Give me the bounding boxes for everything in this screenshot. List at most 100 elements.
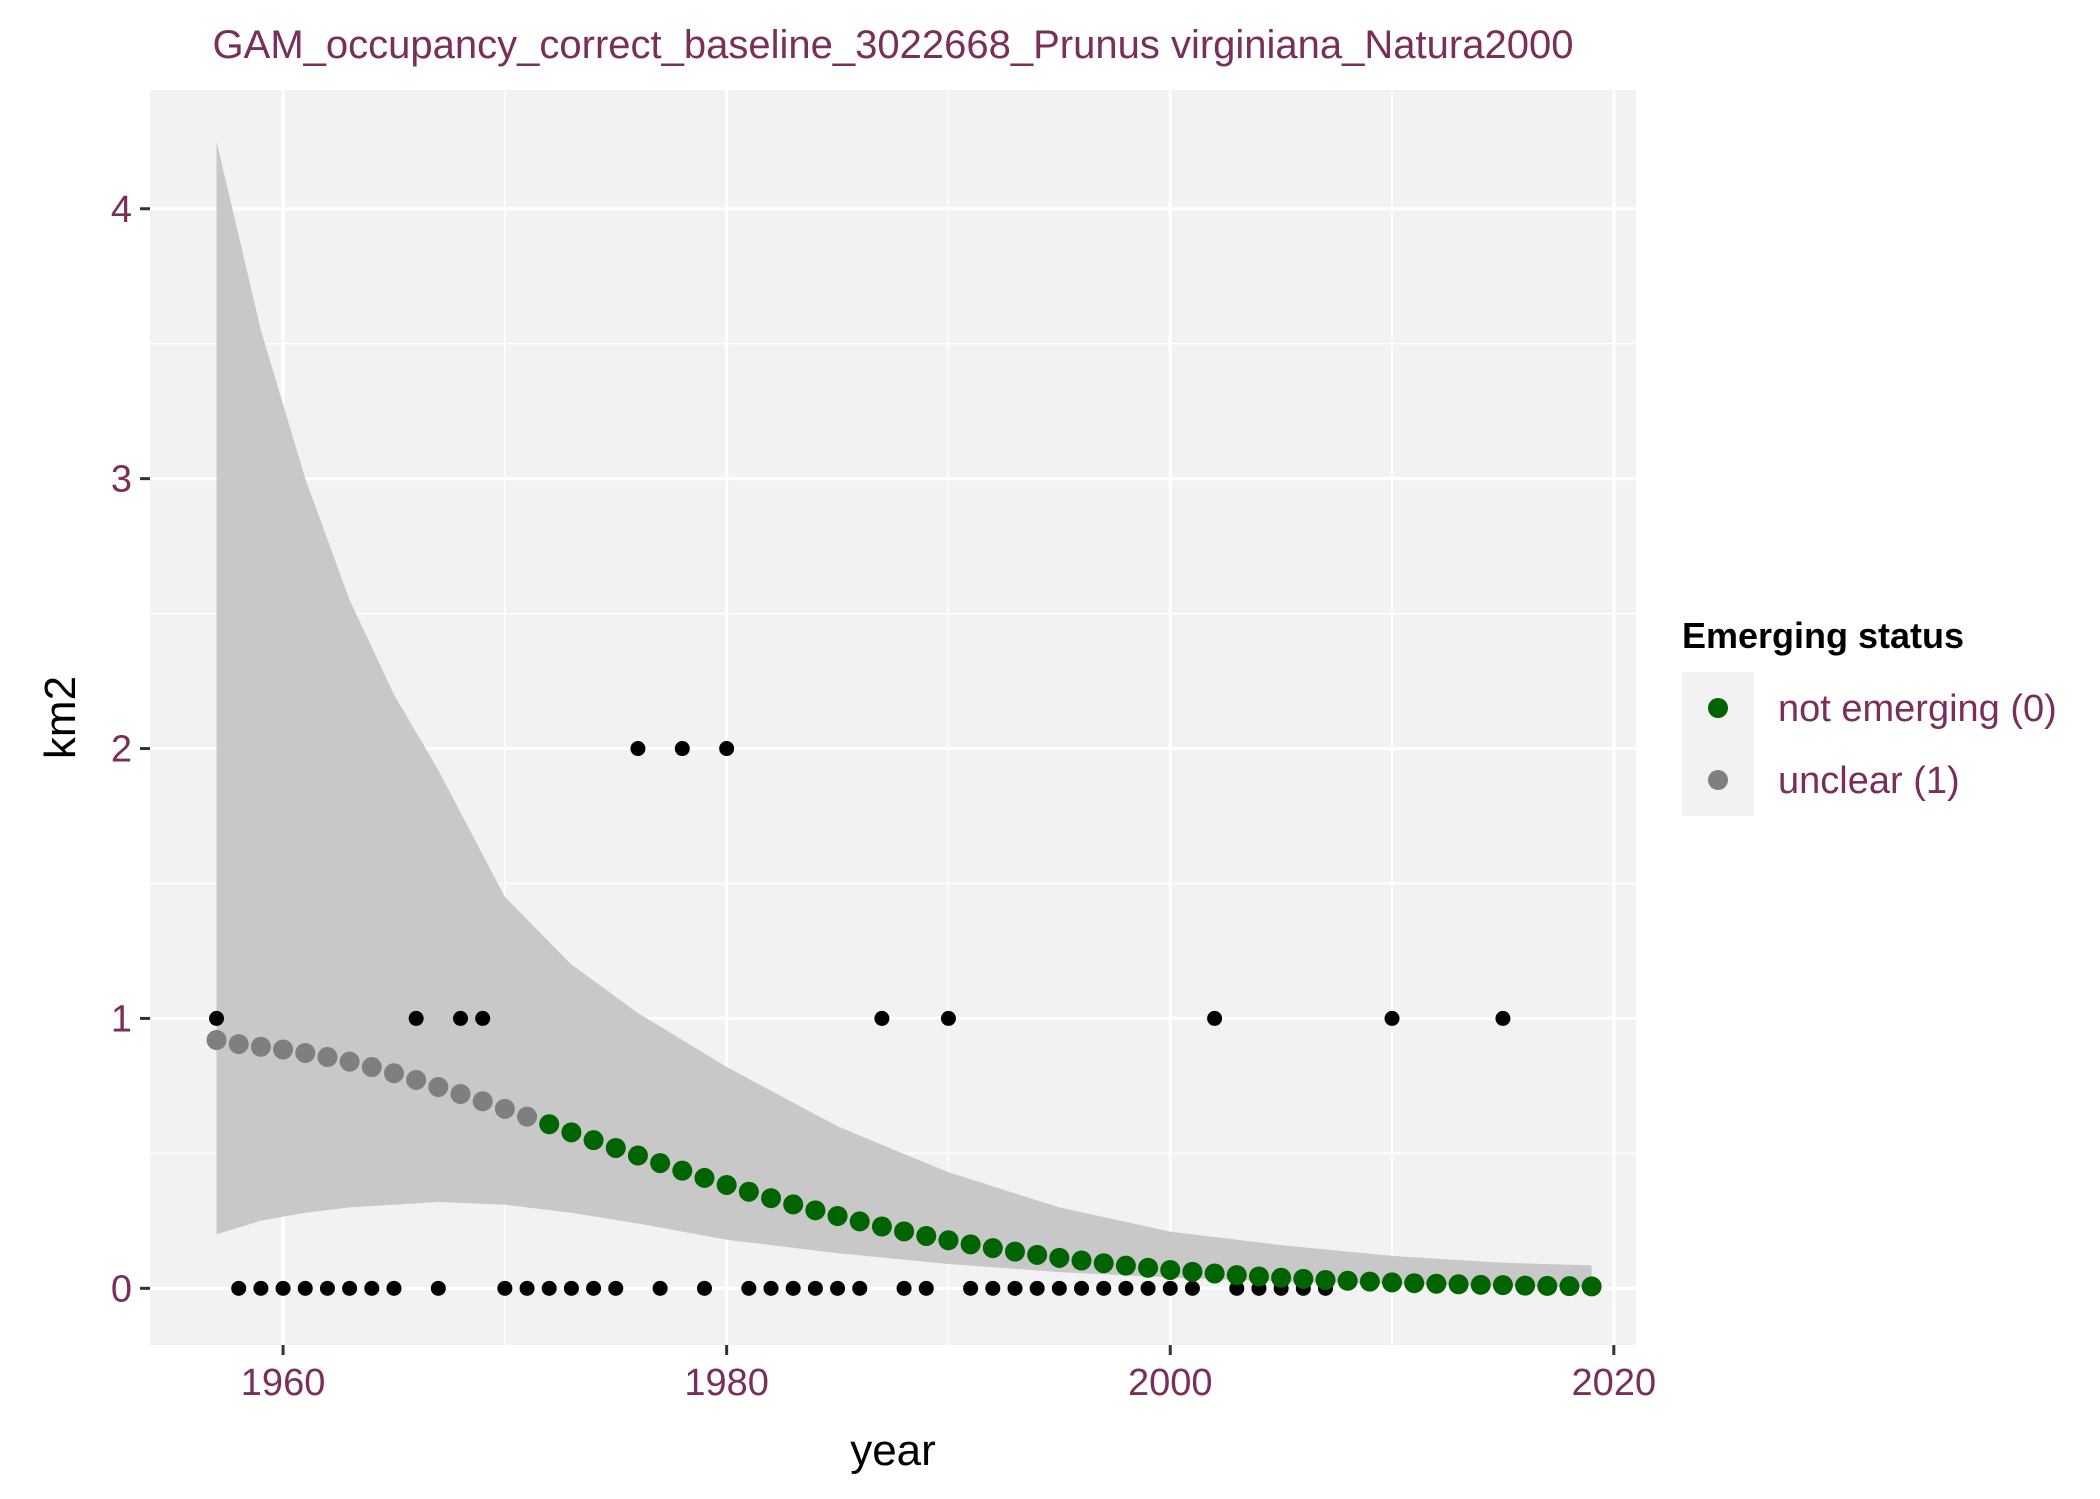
fitted-point [228,1034,249,1055]
observed-point [319,1280,335,1296]
observed-point [1007,1280,1023,1296]
observed-point [497,1280,513,1296]
fitted-point [605,1137,626,1158]
y-tick-label: 0 [111,1268,132,1310]
observed-point [253,1280,269,1296]
observed-point [342,1280,358,1296]
fitted-point [1204,1263,1225,1284]
legend-marker-not-emerging [1708,698,1728,718]
fitted-point [295,1042,316,1063]
y-axis-title: km2 [36,676,85,759]
fitted-point [761,1188,782,1209]
observed-point [563,1280,579,1296]
fitted-point [1426,1273,1447,1294]
observed-point [1140,1280,1156,1296]
fitted-point [938,1230,959,1251]
fitted-point [627,1145,648,1166]
observed-point [719,741,735,757]
fitted-point [960,1234,981,1255]
fitted-point [1160,1259,1181,1280]
observed-point [1184,1280,1200,1296]
observed-point [963,1280,979,1296]
observed-point [541,1280,557,1296]
x-axis: 1960 1980 2000 2020 [241,1345,1656,1404]
fitted-point [849,1211,870,1232]
y-tick-label: 1 [111,998,132,1040]
observed-point [1118,1280,1134,1296]
fitted-point [361,1057,382,1078]
chart-title: GAM_occupancy_correct_baseline_3022668_P… [213,23,1574,67]
fitted-point [1448,1274,1469,1295]
x-tick-label: 1980 [684,1362,769,1404]
fitted-point [494,1098,515,1119]
fitted-point [982,1238,1003,1259]
fitted-point [805,1200,826,1221]
observed-point [297,1280,313,1296]
fitted-point [1293,1268,1314,1289]
fitted-point [250,1036,271,1057]
fitted-point [428,1076,449,1097]
fitted-point [517,1106,538,1127]
observed-point [408,1010,424,1026]
observed-point [630,741,646,757]
x-tick-label: 1960 [241,1362,326,1404]
fitted-point [694,1167,715,1188]
fitted-point [1248,1266,1269,1287]
fitted-point [317,1047,338,1068]
observed-point [918,1280,934,1296]
observed-point [1051,1280,1067,1296]
fitted-point [206,1030,227,1051]
fitted-point [871,1216,892,1237]
fitted-point [1115,1255,1136,1276]
fitted-point [1581,1276,1602,1297]
y-tick-label: 2 [111,729,132,771]
fitted-point [1071,1250,1092,1271]
observed-point [475,1010,491,1026]
fitted-point [1271,1267,1292,1288]
fitted-point [273,1039,294,1060]
confidence-band [216,141,1592,1288]
observed-point [807,1280,823,1296]
observed-point [364,1280,380,1296]
fitted-point [1093,1253,1114,1274]
fitted-point [450,1084,471,1104]
observed-point [1096,1280,1112,1296]
fitted-point [1182,1261,1203,1282]
observed-point [231,1280,247,1296]
observed-point [275,1280,291,1296]
y-tick-label: 4 [111,189,132,231]
observed-point [1074,1280,1090,1296]
observed-point [1162,1280,1178,1296]
observed-point [1495,1010,1511,1026]
observed-point [430,1280,446,1296]
observed-point [1229,1280,1245,1296]
observed-point [519,1280,535,1296]
observed-point [652,1280,668,1296]
observed-point [608,1280,624,1296]
legend-label-unclear: unclear (1) [1778,760,1960,802]
fitted-point [1315,1269,1336,1290]
fitted-point [827,1205,848,1226]
fitted-point [539,1114,560,1135]
observed-point [741,1280,757,1296]
fitted-point [650,1153,671,1174]
fitted-point [738,1181,759,1202]
fitted-points [206,1030,1602,1297]
legend: Emerging status not emerging (0) unclear… [1682,615,2057,816]
legend-marker-unclear [1708,770,1728,790]
legend-key-background [1682,672,1754,816]
fitted-point [1138,1257,1159,1278]
observed-point [1207,1010,1223,1026]
fitted-point [783,1194,804,1215]
legend-title: Emerging status [1682,615,1964,656]
plot-panel [150,90,1636,1345]
fitted-point [1492,1275,1513,1296]
y-axis: 0 1 2 3 4 [111,189,150,1310]
observed-point [830,1280,846,1296]
observed-point [1029,1280,1045,1296]
fitted-point [561,1122,582,1143]
fitted-point [406,1069,427,1090]
fitted-point [1359,1271,1380,1292]
fitted-point [894,1221,915,1242]
